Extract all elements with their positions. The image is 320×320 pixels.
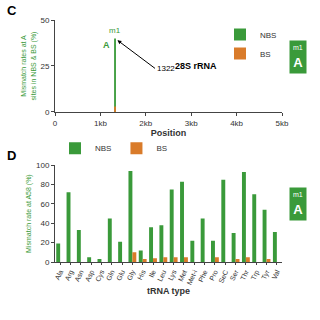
svg-text:Phe: Phe [197,269,209,283]
svg-text:Mismatch rate at A58 (%): Mismatch rate at A58 (%) [25,174,33,253]
svg-text:Leu: Leu [156,269,167,283]
svg-text:m1A: m1A [293,191,303,217]
svg-text:His: His [136,268,147,281]
svg-text:Tyr: Tyr [260,268,272,281]
svg-text:tRNA type: tRNA type [147,286,190,296]
svg-text:Position: Position [151,128,187,138]
svg-text:Met: Met [177,269,188,283]
svg-text:m1A: m1A [293,44,303,70]
svg-text:Trp: Trp [250,269,262,282]
svg-text:Gln: Gln [105,269,116,282]
svg-text:Ser: Ser [229,268,240,281]
svg-text:80: 80 [40,180,49,189]
svg-text:Val: Val [271,268,282,280]
svg-text:m1: m1 [109,26,121,35]
svg-text:BS: BS [156,144,167,153]
svg-text:Pro: Pro [208,269,219,282]
svg-text:Arg: Arg [64,269,76,282]
svg-text:0: 0 [45,258,50,267]
svg-text:1322: 1322 [157,64,175,73]
svg-text:4kb: 4kb [230,119,243,128]
svg-text:0: 0 [53,119,58,128]
svg-text:Gly: Gly [126,268,138,281]
svg-text:40: 40 [40,219,49,228]
svg-text:25: 25 [40,62,49,71]
svg-text:Cys: Cys [94,268,107,283]
svg-text:3kb: 3kb [185,119,198,128]
svg-text:20: 20 [40,238,49,247]
svg-text:Mismatch rates at Asites in NB: Mismatch rates at Asites in NBS & BS (%) [20,32,37,101]
svg-text:A: A [103,40,110,50]
svg-text:NBS: NBS [95,144,111,153]
svg-text:C: C [7,3,17,18]
svg-text:1kb: 1kb [94,119,107,128]
svg-text:NBS: NBS [260,31,276,40]
svg-text:SeC: SeC [217,269,229,284]
svg-text:100: 100 [36,161,50,170]
svg-text:Asp: Asp [84,269,96,283]
svg-text:Asn: Asn [73,269,84,283]
svg-text:5kb: 5kb [276,119,289,128]
svg-text:2kb: 2kb [139,119,152,128]
svg-text:Met-i: Met-i [185,268,198,285]
svg-text:Lys: Lys [167,268,179,281]
svg-text:Thr: Thr [239,268,250,281]
svg-text:50: 50 [40,16,49,25]
svg-text:Ile: Ile [148,269,158,279]
svg-text:D: D [7,148,16,163]
svg-text:0: 0 [45,108,50,117]
svg-text:Ala: Ala [54,269,65,281]
svg-text:Glu: Glu [115,269,126,282]
svg-text:28S rRNA: 28S rRNA [175,61,217,71]
svg-text:60: 60 [40,200,49,209]
svg-text:BS: BS [260,50,271,59]
